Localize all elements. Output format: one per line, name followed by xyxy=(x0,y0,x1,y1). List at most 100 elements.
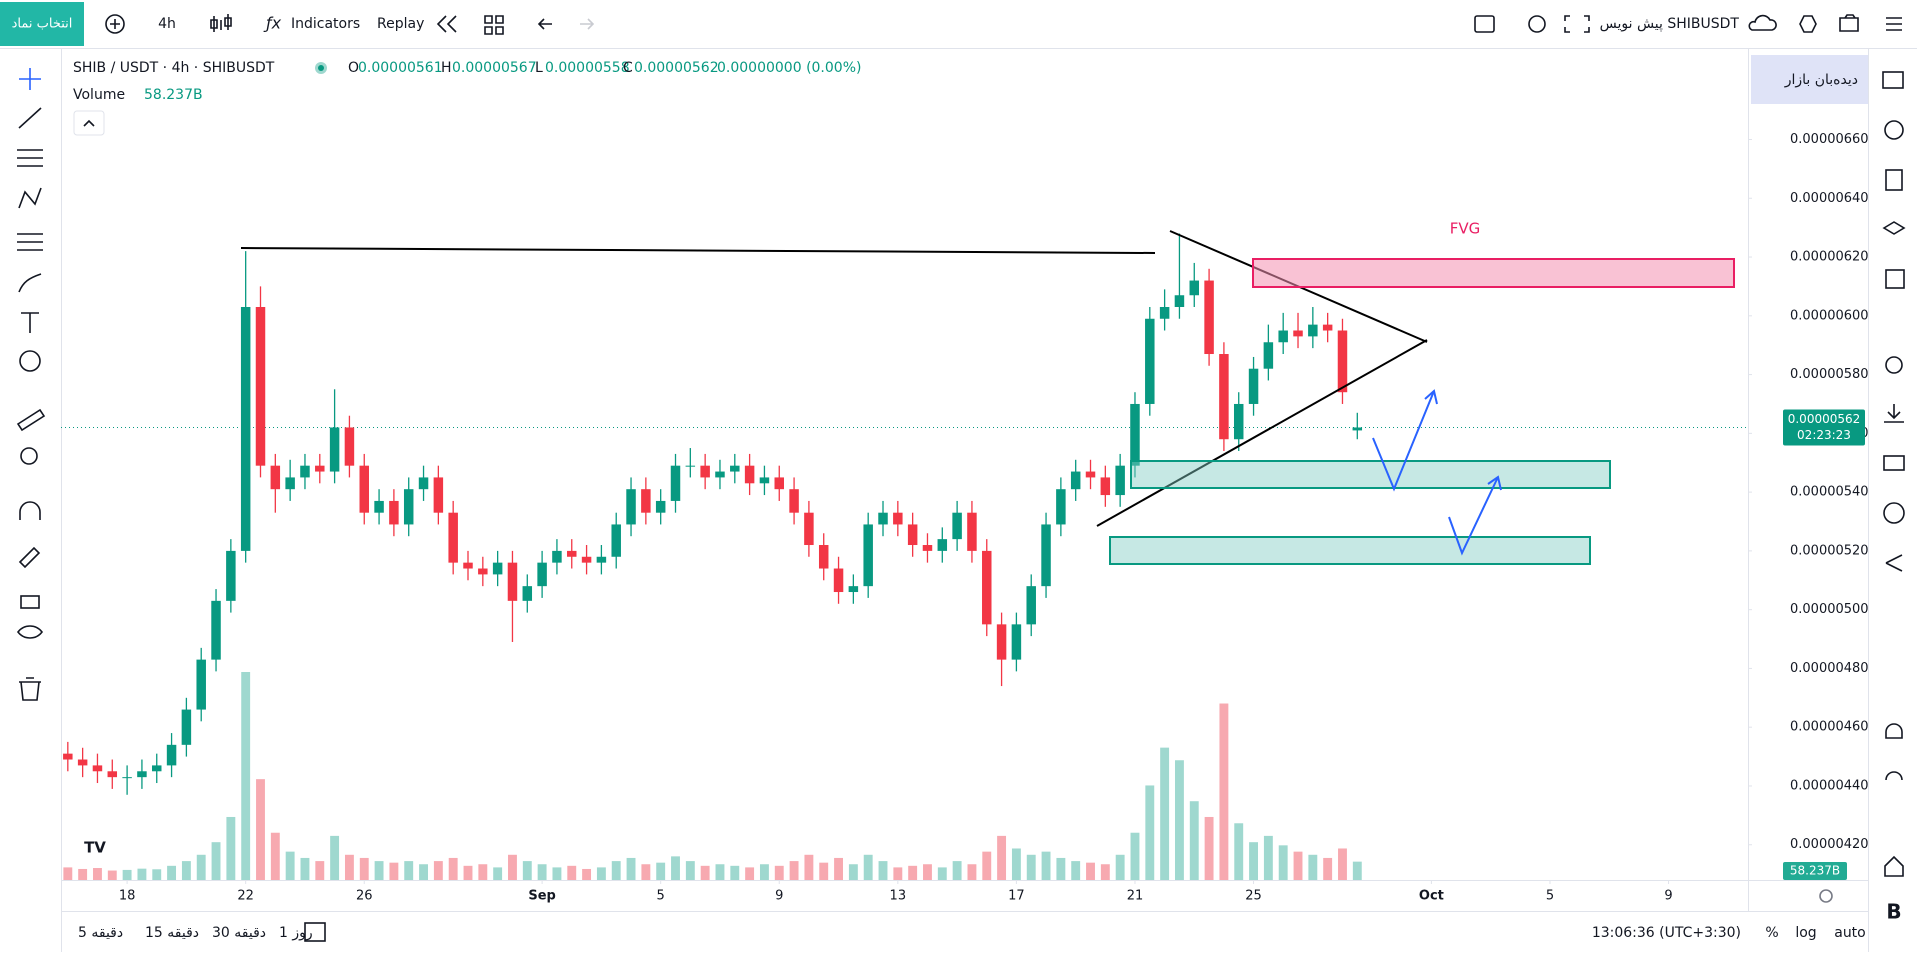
settings-icon[interactable] xyxy=(1885,356,1903,374)
share-icon[interactable] xyxy=(1885,554,1903,572)
volume-bar xyxy=(508,854,517,880)
list-icon[interactable] xyxy=(1885,269,1905,289)
menu-icon[interactable] xyxy=(1886,17,1902,31)
log-toggle[interactable]: log xyxy=(1795,925,1816,941)
profile-icon[interactable] xyxy=(1883,502,1905,524)
watchlist-icon[interactable] xyxy=(1882,71,1904,89)
chart-type-icon[interactable] xyxy=(210,14,232,32)
text-tool[interactable] xyxy=(21,312,39,333)
candle-body xyxy=(1026,586,1036,625)
fullscreen-icon[interactable] xyxy=(1474,15,1495,33)
delete-tool[interactable] xyxy=(19,677,41,701)
interval-shortcut[interactable]: 15 دقیقه xyxy=(145,925,199,941)
lock-tool[interactable] xyxy=(20,595,40,609)
bottom-bar: 13:06:36 (UTC+3:30) % log auto 5 دقیقه 15… xyxy=(78,922,1866,942)
volume-bar xyxy=(863,854,873,880)
indicators-button[interactable]: Indicators xyxy=(291,16,360,32)
symbol-button[interactable] xyxy=(0,2,84,46)
low-label: L xyxy=(535,60,543,76)
trendline-tool[interactable] xyxy=(18,107,42,129)
undo-icon[interactable] xyxy=(537,18,552,30)
expand-icon[interactable] xyxy=(1564,15,1590,33)
projection-arrow[interactable] xyxy=(1448,476,1499,556)
lock-drawing-tool[interactable] xyxy=(18,546,41,569)
visibility-tool[interactable] xyxy=(16,625,44,639)
percent-toggle[interactable]: % xyxy=(1765,925,1778,941)
demand-zone[interactable] xyxy=(1130,460,1611,489)
volume-bar xyxy=(745,867,755,880)
alert-icon[interactable] xyxy=(1528,15,1546,33)
card-icon[interactable] xyxy=(1883,455,1905,471)
emoji-tool[interactable] xyxy=(19,350,41,372)
layers-icon[interactable] xyxy=(1882,221,1906,235)
cloud-icon[interactable] xyxy=(1748,14,1777,31)
volume-bar xyxy=(1086,862,1095,880)
replay-icon[interactable] xyxy=(436,15,457,33)
candle-body xyxy=(63,753,73,760)
brush-tool[interactable] xyxy=(18,273,42,293)
ruler-tool[interactable] xyxy=(16,408,46,432)
x-tick-label: 9 xyxy=(1664,889,1672,904)
volume-bar xyxy=(552,867,562,880)
volume-bar xyxy=(478,864,488,880)
volume-bar xyxy=(1160,747,1170,880)
triangle-lower-line[interactable] xyxy=(1096,339,1428,527)
replay-button[interactable]: Replay xyxy=(377,16,424,32)
candle-body xyxy=(359,465,369,513)
volume-bar xyxy=(923,864,932,880)
x-tick-label: 22 xyxy=(237,889,254,904)
symbol-button-label[interactable]: انتخاب نماد xyxy=(12,17,73,32)
pattern-tool[interactable] xyxy=(18,187,42,209)
volume-bar xyxy=(152,869,162,880)
candle-body xyxy=(1011,624,1022,660)
home-icon[interactable] xyxy=(1884,855,1904,877)
projection-tool[interactable] xyxy=(17,233,43,251)
fib-tool[interactable] xyxy=(17,149,43,167)
date-range-icon[interactable] xyxy=(304,922,326,942)
x-tick-label: 17 xyxy=(1008,889,1025,904)
candle-body xyxy=(1041,524,1051,587)
notifications-icon[interactable] xyxy=(1885,723,1903,739)
candle-body xyxy=(270,465,281,490)
watchlist-tab[interactable] xyxy=(1751,55,1868,104)
resistance-line[interactable] xyxy=(240,247,1156,254)
auto-toggle[interactable]: auto xyxy=(1834,925,1866,941)
watchlist-label[interactable]: دیده‌بان بازار xyxy=(1784,72,1858,88)
last-price-label: 0.00000562 xyxy=(1788,412,1861,426)
support-icon[interactable] xyxy=(1885,771,1903,781)
candle-body xyxy=(774,477,784,490)
candle-body xyxy=(1085,471,1096,478)
demand-zone[interactable] xyxy=(1109,536,1591,565)
interval-shortcut[interactable]: 30 دقیقه xyxy=(212,925,266,941)
volume-bar xyxy=(1308,854,1318,880)
zoom-tool[interactable] xyxy=(20,447,38,465)
volume-bar xyxy=(522,861,532,880)
interval-shortcut[interactable]: 5 دقیقه xyxy=(78,925,123,941)
interval-button[interactable]: 4h xyxy=(158,16,176,32)
camera-icon[interactable] xyxy=(1839,14,1859,32)
alarm-icon[interactable] xyxy=(1884,120,1904,140)
fx-icon[interactable]: ƒx xyxy=(263,14,282,33)
broker-icon[interactable]: B xyxy=(1886,900,1901,924)
crosshair-tool[interactable] xyxy=(19,68,41,90)
candle-body xyxy=(1056,489,1066,525)
redo-icon[interactable] xyxy=(580,18,595,30)
interval-shortcut[interactable]: 1 روز xyxy=(279,925,313,941)
top-toolbar xyxy=(0,0,1917,48)
settings-icon[interactable] xyxy=(1799,15,1817,33)
volume-bar xyxy=(908,865,918,880)
add-icon[interactable] xyxy=(105,14,125,34)
collapse-legend[interactable] xyxy=(73,110,105,136)
volume-bar xyxy=(1100,864,1110,880)
download-icon[interactable] xyxy=(1884,404,1904,423)
magnet-tool[interactable] xyxy=(19,501,41,520)
notes-icon[interactable] xyxy=(1885,169,1903,191)
projection-arrow[interactable] xyxy=(1372,390,1435,492)
draft-name[interactable]: پیش نویس SHIBUSDT xyxy=(1600,16,1740,32)
fvg-zone[interactable] xyxy=(1252,258,1735,288)
volume-bar xyxy=(63,867,73,880)
candle-body xyxy=(211,600,221,660)
layout-icon[interactable] xyxy=(484,15,504,35)
axis-settings[interactable] xyxy=(1819,889,1833,903)
volume-bar xyxy=(433,861,443,880)
